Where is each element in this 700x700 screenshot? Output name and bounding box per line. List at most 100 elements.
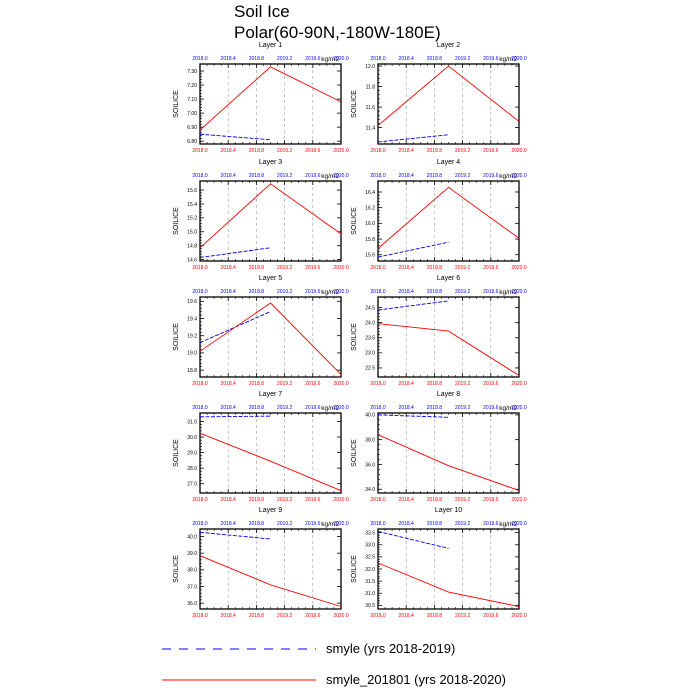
y-tick-label: 11.4 [366,125,376,131]
x-tick-label-top: 2018.4 [399,56,415,62]
y-tick-label: 31.0 [187,419,197,425]
x-tick-label-bottom: 2018.8 [427,497,443,503]
panel-layer-2: Layer 2 kg/m2 2018.0 2018.0 2018.4 2018.4 2018… [351,42,527,154]
y-tick-label: 37.0 [187,584,197,590]
y-axis-label: SOILICE [351,439,358,467]
y-tick-label: 36.0 [365,462,375,468]
x-tick-label-top: 2018.8 [249,405,265,411]
y-tick-label: 7.30 [187,69,197,75]
series-line-smyle-201801 [199,302,342,375]
panel-layer-5: Layer 5 kg/m2 2018.0 2018.0 2018.4 2018.4 2018… [173,275,349,387]
x-tick-label-top: 2018.0 [192,173,208,179]
x-tick-label-top: 2020.0 [333,173,349,179]
x-tick-label-bottom: 2018.0 [192,381,208,387]
units-label: kg/m2 [499,56,517,63]
x-tick-label-bottom: 2019.6 [483,265,499,271]
y-tick-label: 7.20 [187,83,197,89]
x-tick-label-top: 2020.0 [511,173,527,179]
panel-layer-4: Layer 4 kg/m2 2018.0 2018.0 2018.4 2018.4 2018… [351,159,527,271]
x-tick-label-bottom: 2019.2 [277,613,293,619]
x-tick-label-top: 2019.6 [483,173,499,179]
series-line-smyle-201801 [199,183,342,249]
units-label: kg/m2 [499,405,517,412]
x-tick-label-top: 2018.0 [370,56,386,62]
x-tick-label-top: 2018.8 [249,289,265,295]
x-tick-label-top: 2018.0 [370,289,386,295]
x-tick-label-bottom: 2019.2 [455,265,471,271]
x-tick-label-bottom: 2020.0 [333,613,349,619]
series-line-smyle [377,530,449,549]
x-tick-label-bottom: 2019.6 [305,497,321,503]
x-tick-label-top: 2018.4 [221,289,237,295]
y-tick-label: 16.4 [365,190,375,196]
x-tick-label-top: 2019.6 [483,405,499,411]
y-axis-label: SOILICE [351,207,358,235]
y-tick-label: 32.5 [365,555,375,561]
y-tick-label: 34.0 [365,487,375,493]
x-tick-label-bottom: 2020.0 [333,148,349,154]
panel-title: Layer 9 [259,507,282,514]
x-tick-label-top: 2019.2 [277,289,293,295]
x-tick-label-top: 2020.0 [333,405,349,411]
x-tick-label-bottom: 2019.6 [483,381,499,387]
y-tick-label: 33.5 [365,530,375,536]
x-tick-label-top: 2018.0 [192,56,208,62]
panel-title: Layer 2 [437,42,460,49]
y-tick-label: 30.0 [187,435,197,441]
x-tick-label-bottom: 2019.6 [305,381,321,387]
x-tick-label-bottom: 2018.0 [370,381,386,387]
panel-layer-8: Layer 8 kg/m2 2018.0 2018.0 2018.4 2018.4 2018… [351,391,527,503]
x-tick-label-top: 2018.4 [399,521,415,527]
x-tick-label-top: 2018.4 [399,405,415,411]
x-tick-label-bottom: 2018.8 [427,265,443,271]
series-line-smyle [377,414,449,418]
series-line-smyle [199,531,271,540]
x-tick-label-bottom: 2019.6 [305,148,321,154]
y-tick-label: 15.0 [187,230,197,236]
y-tick-label: 30.5 [365,603,375,609]
y-tick-label: 40.0 [365,413,375,419]
x-tick-label-top: 2018.4 [399,173,415,179]
panel-layer-10: Layer 10 kg/m2 2018.0 2018.0 2018.4 2018.4 201… [351,507,527,619]
x-tick-label-bottom: 2018.4 [399,613,415,619]
series-line-smyle-201801 [377,562,520,608]
y-tick-label: 6.80 [187,139,197,145]
x-tick-label-top: 2019.6 [305,56,321,62]
y-axis-label: SOILICE [351,90,358,118]
x-tick-label-top: 2020.0 [333,521,349,527]
y-tick-label: 36.0 [187,601,197,607]
x-tick-label-bottom: 2018.8 [249,148,265,154]
y-tick-label: 7.10 [187,97,197,103]
y-tick-label: 19.6 [187,299,197,305]
x-tick-label-bottom: 2018.8 [427,381,443,387]
x-tick-label-bottom: 2020.0 [333,265,349,271]
panel-title: Layer 8 [437,391,460,398]
x-tick-label-bottom: 2020.0 [511,381,527,387]
y-tick-label: 15.2 [187,216,197,222]
x-tick-label-top: 2018.8 [427,173,443,179]
x-tick-label-top: 2019.2 [455,521,471,527]
panel-grid: Layer 1 kg/m2 2018.0 2018.0 2018.4 2018.4 2018… [173,42,527,619]
x-tick-label-bottom: 2019.2 [277,265,293,271]
series-line-smyle-201801 [199,555,342,607]
x-tick-label-bottom: 2018.4 [399,265,415,271]
x-tick-label-top: 2019.2 [455,173,471,179]
figure-title-line1: Soil Ice [234,2,290,21]
y-axis-label: SOILICE [173,555,180,583]
y-tick-label: 11.6 [366,105,376,111]
x-tick-label-bottom: 2018.4 [221,497,237,503]
series-line-smyle [377,300,449,311]
y-tick-label: 31.0 [365,591,375,597]
y-tick-label: 24.5 [365,305,375,311]
y-axis-label: SOILICE [173,439,180,467]
panel-title: Layer 5 [259,275,282,282]
series-line-smyle [377,134,449,143]
y-tick-label: 24.0 [365,320,375,326]
x-tick-label-top: 2019.2 [277,56,293,62]
x-tick-label-bottom: 2018.4 [399,497,415,503]
x-tick-label-top: 2018.8 [427,405,443,411]
x-tick-label-bottom: 2018.0 [370,613,386,619]
x-tick-label-bottom: 2020.0 [333,497,349,503]
x-tick-label-top: 2018.0 [192,405,208,411]
panel-layer-9: Layer 9 kg/m2 2018.0 2018.0 2018.4 2018.4 2018… [173,507,349,619]
